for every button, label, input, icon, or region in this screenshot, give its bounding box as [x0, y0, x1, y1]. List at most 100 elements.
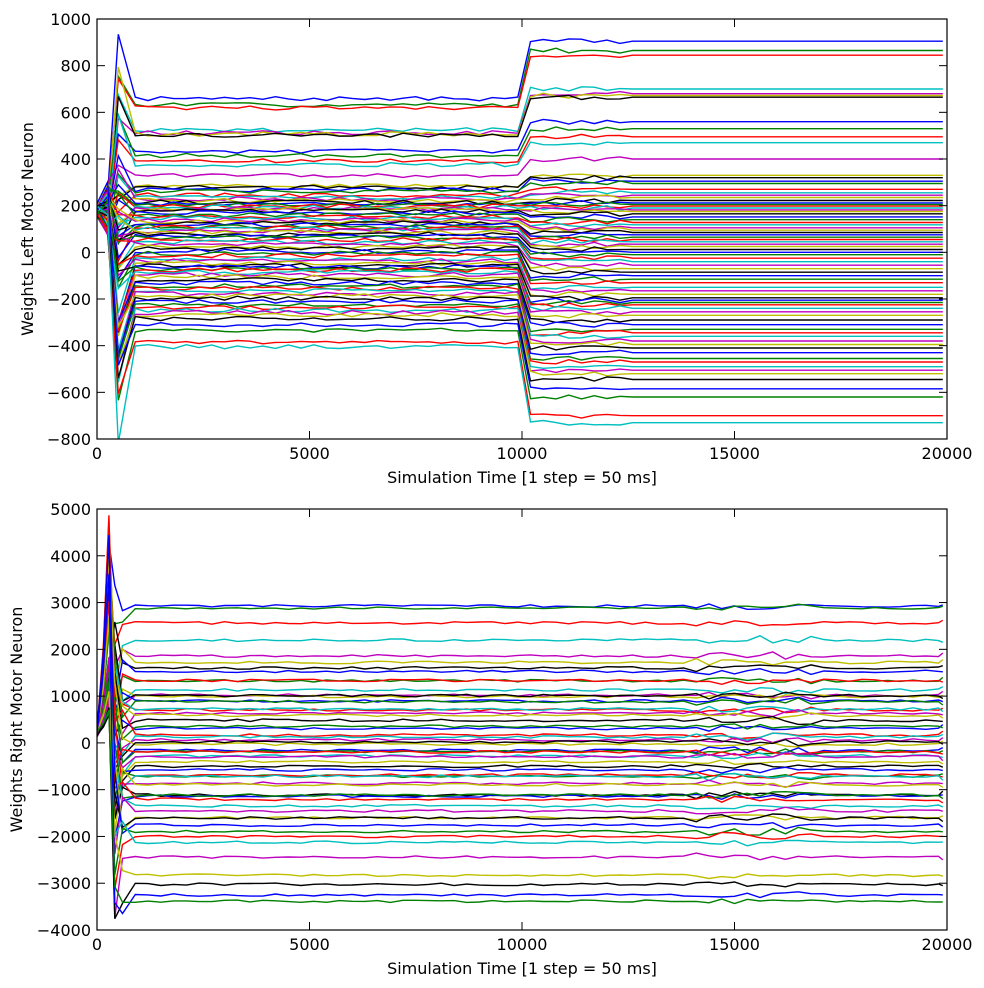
series-line: [97, 185, 943, 225]
series-line: [97, 707, 943, 761]
series-line: [97, 203, 943, 267]
x-tick-label: 10000: [497, 444, 548, 463]
series-line: [97, 561, 944, 735]
x-tick-label: 0: [92, 935, 102, 954]
series-line: [97, 34, 943, 215]
series-group: [97, 34, 943, 439]
series-line: [97, 167, 943, 219]
series-line: [97, 198, 943, 238]
series-line: [97, 184, 943, 260]
series-line: [97, 685, 944, 811]
series-line: [97, 617, 944, 835]
series-line: [97, 712, 944, 829]
series-line: [97, 519, 944, 735]
y-tick-label: −400: [47, 337, 91, 356]
series-line: [97, 112, 943, 206]
y-tick-label: 400: [60, 150, 91, 169]
x-tick-label: 5000: [289, 935, 330, 954]
x-tick-label: 15000: [709, 444, 760, 463]
series-line: [97, 680, 943, 875]
series-line: [97, 691, 944, 880]
series-line: [97, 707, 944, 920]
series-line: [97, 205, 943, 439]
series-line: [97, 186, 943, 223]
series-line: [97, 647, 944, 734]
y-tick-label: 5000: [50, 500, 91, 519]
x-tick-label: 20000: [922, 935, 973, 954]
series-line: [97, 600, 944, 736]
series-line: [97, 681, 944, 832]
series-line: [97, 534, 944, 741]
series-line: [97, 707, 943, 768]
x-axis-label: Simulation Time [1 step = 50 ms]: [387, 468, 657, 487]
y-tick-label: 4000: [50, 547, 91, 566]
y-tick-label: −600: [47, 383, 91, 402]
series-line: [97, 179, 943, 391]
series-line: [97, 538, 944, 731]
series-line: [97, 696, 944, 755]
y-tick-label: −2000: [37, 827, 91, 846]
series-line: [97, 206, 943, 225]
x-axis-label: Simulation Time [1 step = 50 ms]: [387, 959, 657, 978]
series-line: [97, 133, 943, 218]
series-line: [97, 194, 943, 233]
series-line: [97, 663, 943, 808]
series-line: [97, 572, 944, 735]
series-line: [97, 213, 943, 357]
series-line: [97, 673, 944, 741]
series-line: [97, 215, 943, 337]
y-axis-label: Weights Right Motor Neuron: [7, 607, 26, 833]
y-tick-label: 200: [60, 197, 91, 216]
series-line: [97, 210, 943, 382]
series-line: [97, 214, 943, 270]
plot-frame: [96, 508, 948, 931]
series-line: [97, 536, 944, 784]
y-tick-label: 0: [81, 734, 91, 753]
series-line: [97, 515, 944, 740]
series-line: [97, 657, 943, 855]
y-tick-label: 2000: [50, 640, 91, 659]
series-line: [97, 554, 944, 784]
series-line: [97, 94, 943, 236]
series-line: [97, 199, 943, 294]
series-line: [97, 209, 943, 383]
series-line: [97, 701, 943, 889]
series-line: [97, 86, 943, 225]
series-line: [97, 698, 944, 918]
series-line: [97, 668, 943, 789]
series-line: [97, 203, 943, 229]
series-line: [97, 156, 943, 205]
series-line: [97, 648, 944, 732]
y-tick-label: 0: [81, 243, 91, 262]
series-line: [97, 697, 944, 804]
series-line: [97, 550, 943, 734]
series-line: [97, 186, 943, 218]
x-tick-label: 15000: [709, 935, 760, 954]
series-line: [97, 669, 944, 769]
series-line: [97, 553, 944, 748]
x-tick-label: 10000: [497, 935, 548, 954]
y-tick-label: 3000: [50, 594, 91, 613]
series-line: [97, 208, 943, 329]
series-line: [97, 690, 944, 765]
series-line: [97, 209, 943, 333]
series-line: [97, 708, 944, 810]
series-line: [97, 118, 943, 214]
series-line: [97, 688, 944, 772]
y-tick-label: 600: [60, 103, 91, 122]
series-line: [97, 174, 943, 212]
series-line: [97, 205, 943, 328]
series-line: [97, 635, 944, 736]
x-tick-label: 5000: [289, 444, 330, 463]
y-tick-label: −4000: [37, 921, 91, 940]
y-tick-label: 800: [60, 57, 91, 76]
series-line: [97, 197, 943, 291]
series-line: [97, 201, 943, 275]
series-line: [97, 709, 943, 905]
series-line: [97, 194, 943, 218]
series-line: [97, 685, 944, 790]
series-line: [97, 54, 943, 205]
series-line: [97, 204, 943, 347]
series-line: [97, 190, 943, 258]
